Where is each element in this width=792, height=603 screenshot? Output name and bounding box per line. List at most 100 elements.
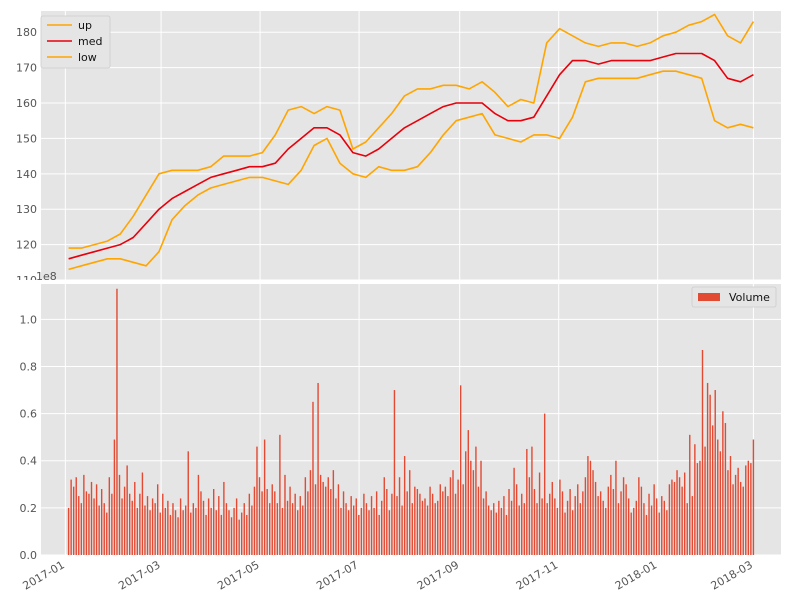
volume-bar [281,507,284,555]
volume-bar [80,503,83,555]
volume-bar [128,493,131,555]
volume-bar [197,474,200,555]
volume-bar [360,507,363,555]
volume-bar [299,496,301,555]
volume-bar [559,479,561,555]
price-series-lines [68,13,755,271]
volume-bar [139,493,141,555]
volume-bar [653,484,655,555]
volume-bar [462,484,464,555]
volume-bar [100,489,103,555]
volume-bar [258,477,261,555]
volume-bar [569,489,571,555]
volume-bar [574,496,576,555]
volume-bar [510,500,513,555]
volume-bar [75,477,77,555]
volume-bar [325,486,327,555]
volume-bar [643,503,645,555]
volume-bar [605,507,607,555]
volume-bar [543,413,546,555]
volume-bar [513,467,515,555]
series-line-up [68,13,755,249]
volume-bar [717,439,719,555]
volume-bar [279,434,281,555]
volume-bar [465,451,467,555]
price-legend-box [40,15,111,69]
volume-bar [243,503,245,555]
volume-bar [599,491,602,555]
volume-bar [457,479,459,555]
volume-bar [747,460,750,555]
volume-bar [355,498,357,555]
volume-bar [134,481,136,555]
series-line-low [68,70,754,271]
price-y-tick-label: 130 [16,203,37,216]
volume-bar [602,500,604,555]
volume-bar [200,491,202,555]
volume-bar [156,484,159,555]
volume-gridlines [41,284,781,556]
volume-bar [689,434,691,555]
volume-bar [477,486,480,555]
volume-bar [322,481,324,555]
volume-bar [671,479,673,555]
volume-bar [177,517,179,555]
volume-bar [493,503,495,555]
volume-bar [640,486,643,555]
volume-bar [314,484,317,555]
volume-bar [350,496,352,555]
volume-bar [551,481,553,555]
volume-bar [424,498,426,555]
volume-bar [426,505,429,555]
volume-y-tick-labels: 0.0 0.2 0.4 0.6 0.8 1.0 [20,313,38,562]
volume-bar [218,496,220,555]
volume-bar [378,514,380,555]
volume-bar [67,507,70,555]
volume-bar [106,512,108,555]
volume-bar [337,484,340,555]
volume-bar [696,463,699,555]
volume-bar [482,498,485,555]
volume-bar [121,498,123,555]
volume-bar [409,470,411,555]
volume-bar [508,489,510,555]
volume-bar [701,349,704,555]
volume-bar [459,385,462,555]
volume-bar [533,489,536,555]
volume-bar [635,500,637,555]
volume-bar [597,496,599,555]
volume-bar [737,467,739,555]
price-panel: 110120130140150160170180 up med low [16,11,781,287]
volume-bar [269,503,271,555]
volume-y-tick-label: 0.2 [20,502,38,515]
volume-bar [663,500,666,555]
volume-bar [694,444,696,555]
volume-bar [610,474,612,555]
volume-bar [633,507,635,555]
volume-bar [370,496,373,555]
volume-bar [449,477,452,555]
volume-bar [190,512,192,555]
volume-bar [681,486,683,555]
volume-bar [391,493,393,555]
volume-bar [330,489,332,555]
volume-bar [144,505,146,555]
legend-label-up: up [78,19,92,32]
volume-bar [434,503,436,555]
volume-bar [472,470,475,555]
volume-bar [437,500,439,555]
volume-y-tick-label: 0.4 [20,455,38,468]
volume-bar [113,439,116,555]
volume-bar [411,503,413,555]
volume-bar [714,390,716,555]
volume-bar [549,493,551,555]
volume-bar [650,505,653,555]
volume-bar [648,493,650,555]
volume-bar [304,477,307,555]
volume-bar [185,505,187,555]
volume-bar [706,382,709,555]
volume-bar [90,481,93,555]
volume-bar [734,474,737,555]
volume-bar [182,510,184,555]
price-y-tick-label: 150 [16,132,37,145]
